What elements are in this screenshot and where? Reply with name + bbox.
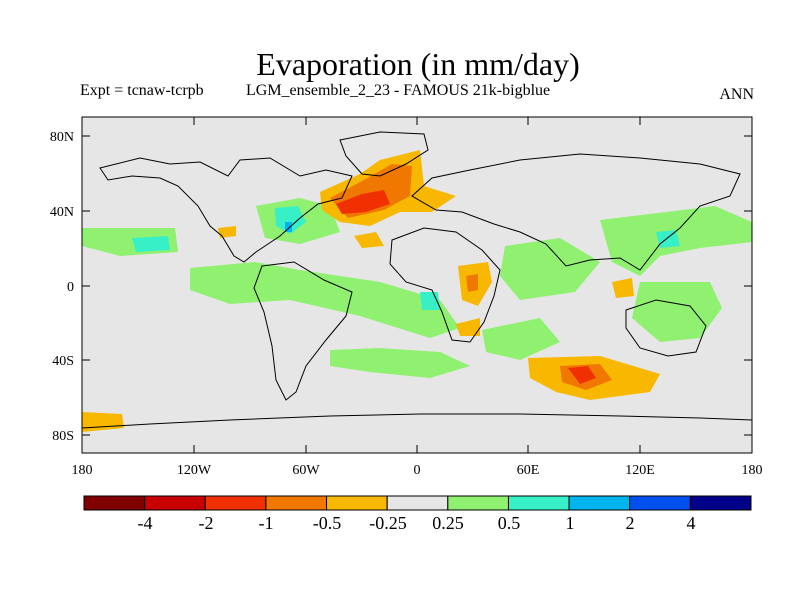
field-yellow — [456, 318, 480, 336]
field-red — [336, 190, 390, 214]
x-tick-label: 60W — [292, 463, 320, 478]
y-tick-labels: 80N 40N 0 40S 80S — [50, 130, 74, 444]
colorbar-label: -0.5 — [313, 513, 342, 533]
colorbar-swatch — [447, 495, 509, 511]
colorbar-labels: -4 -2 -1 -0.5 -0.25 0.25 0.5 1 2 4 — [138, 513, 696, 533]
chart-title: Evaporation (in mm/day) — [256, 46, 580, 82]
coastline-south-america — [253, 261, 353, 401]
coastline-africa — [389, 227, 501, 343]
tick-marks — [82, 117, 752, 453]
field-cyan — [656, 230, 680, 248]
colorbar-swatch — [507, 495, 570, 511]
y-tick-label: 0 — [67, 280, 74, 295]
field-green — [482, 318, 560, 360]
x-tick-label: 0 — [414, 463, 421, 478]
colorbar-label: -0.25 — [369, 513, 407, 533]
experiment-label: Expt = tcnaw-tcrpb — [80, 82, 204, 99]
field-green — [330, 348, 470, 378]
field-cyan — [275, 206, 306, 234]
colorbar-label: -1 — [259, 513, 274, 533]
x-tick-label: 120E — [625, 463, 655, 478]
field-cyan — [132, 236, 170, 252]
colorbar-label: 0.25 — [432, 513, 464, 533]
colorbar-label: 0.5 — [498, 513, 521, 533]
colorbar-label: 2 — [626, 513, 635, 533]
colorbar-swatch — [386, 495, 449, 511]
colorbar-swatch — [689, 495, 752, 511]
coastline-north-america — [99, 157, 353, 263]
field-yellow — [612, 278, 634, 298]
colorbar-swatch — [568, 495, 631, 511]
field-yellow — [354, 232, 384, 248]
coastline-greenland — [339, 131, 429, 177]
x-tick-label: 60E — [517, 463, 540, 478]
colorbar-swatch — [629, 495, 691, 511]
field-green — [190, 262, 460, 338]
y-tick-label: 80N — [50, 130, 74, 145]
colorbar-label: 4 — [687, 513, 696, 533]
colorbar — [83, 495, 752, 511]
colorbar-swatch — [204, 495, 267, 511]
field-red — [568, 366, 596, 384]
x-tick-label: 180 — [72, 463, 93, 478]
season-label: ANN — [719, 86, 754, 103]
ensemble-label: LGM_ensemble_2_23 - FAMOUS 21k-bigblue — [246, 82, 551, 99]
coastline-eurasia — [411, 153, 741, 271]
x-tick-label: 180 — [742, 463, 763, 478]
colorbar-label: -2 — [199, 513, 214, 533]
coastline-australia — [625, 299, 707, 357]
colorbar-label: -4 — [138, 513, 153, 533]
coastline-antarctica — [81, 413, 753, 429]
field-yellow — [218, 226, 236, 238]
anomaly-fields — [82, 150, 752, 432]
x-tick-labels: 180 120W 60W 0 60E 120E 180 — [72, 463, 763, 478]
colorbar-swatch — [83, 495, 146, 511]
colorbar-label: 1 — [566, 513, 575, 533]
field-green — [500, 238, 600, 300]
field-orange — [466, 274, 478, 292]
coastlines — [81, 131, 753, 429]
y-tick-label: 80S — [52, 429, 74, 444]
y-tick-label: 40S — [52, 354, 74, 369]
field-green — [632, 282, 722, 342]
x-tick-label: 120W — [177, 463, 212, 478]
y-tick-label: 40N — [50, 205, 74, 220]
colorbar-swatch — [326, 495, 388, 511]
colorbar-swatch — [265, 495, 328, 511]
colorbar-swatch — [144, 495, 206, 511]
